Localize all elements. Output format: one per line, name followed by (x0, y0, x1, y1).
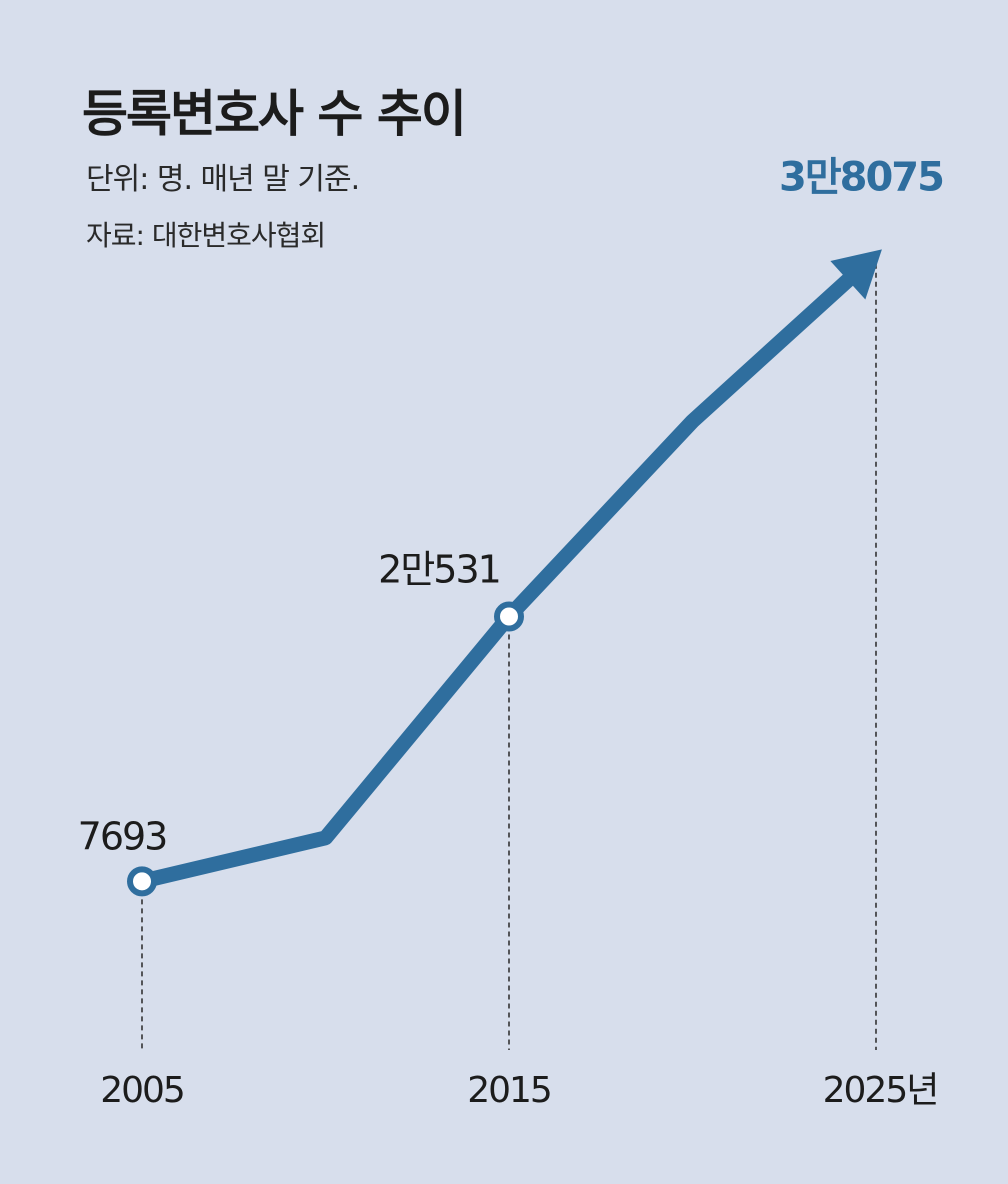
x-tick-label-2015: 2015 (467, 1070, 551, 1111)
chart-title: 등록변호사 수 추이 (82, 85, 467, 143)
data-label-2005: 7693 (78, 814, 167, 858)
source-note: 자료: 대한변호사협회 (86, 219, 326, 252)
arrow-head (830, 249, 882, 300)
x-tick-label-2005: 2005 (100, 1070, 184, 1111)
point-marker-2015 (494, 601, 524, 632)
point-marker-2005 (127, 866, 157, 897)
data-label-2025: 3만8075 (779, 155, 943, 201)
x-tick-label-2025: 2025년 (823, 1070, 938, 1111)
unit-note: 단위: 명. 매년 말 기준. (86, 162, 360, 197)
data-label-2015: 2만531 (378, 548, 500, 592)
